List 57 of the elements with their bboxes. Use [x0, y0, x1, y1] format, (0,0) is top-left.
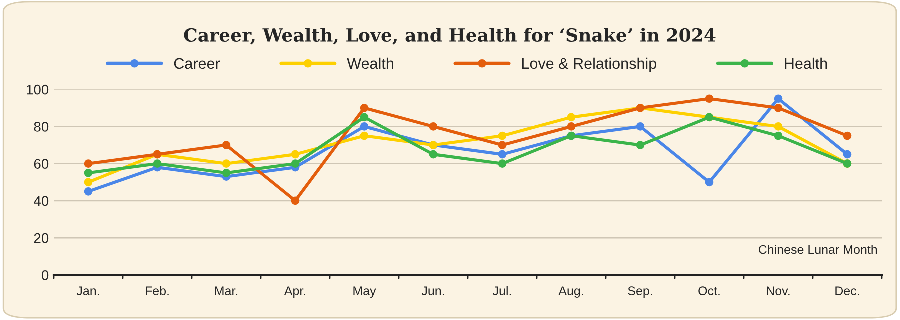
- y-tick-label: 40: [34, 196, 49, 206]
- point: [360, 104, 369, 112]
- x-tick-label: Sep.: [628, 286, 652, 298]
- x-tick-label: Dec.: [836, 286, 860, 296]
- point: [705, 94, 714, 104]
- x-tick-label: Feb.: [146, 286, 169, 296]
- point: [360, 122, 369, 131]
- point: [774, 132, 783, 140]
- legend-label: Career: [174, 58, 220, 70]
- x-tick-label: Jul.: [492, 286, 512, 296]
- point: [567, 122, 576, 131]
- point: [498, 132, 507, 140]
- x-axis-title: Chinese Lunar Month: [758, 244, 878, 254]
- point: [498, 141, 507, 150]
- legend-label: Health: [785, 58, 828, 70]
- point: [774, 122, 783, 131]
- point: [498, 150, 507, 159]
- point: [360, 113, 369, 122]
- point: [843, 132, 852, 140]
- point: [84, 168, 93, 178]
- y-tick-label: 80: [34, 122, 49, 132]
- point: [222, 168, 231, 178]
- point: [843, 150, 852, 159]
- point: [774, 94, 783, 104]
- y-tick-label: 60: [34, 159, 49, 170]
- point: [291, 150, 300, 159]
- y-tick-label: 0: [42, 270, 49, 280]
- point: [636, 122, 645, 131]
- legend-label: Wealth: [347, 58, 394, 70]
- legend-label: Love & Relationship: [522, 58, 656, 72]
- point: [222, 160, 231, 168]
- point: [429, 122, 438, 131]
- x-tick-label: Jun.: [422, 286, 444, 296]
- chart-title: Career, Wealth, Love, and Health for ‘Snake’ in 2024: [184, 28, 716, 45]
- point: [498, 160, 507, 168]
- point: [774, 104, 783, 112]
- x-tick-label: Nov.: [767, 286, 790, 296]
- point: [705, 178, 714, 187]
- point: [291, 196, 300, 206]
- point: [84, 160, 93, 168]
- point: [636, 141, 645, 150]
- x-tick-label: Jan.: [76, 286, 100, 296]
- y-tick-label: 20: [34, 233, 49, 244]
- point: [360, 132, 369, 140]
- point: [153, 160, 162, 168]
- x-tick-label: Oct.: [698, 286, 720, 296]
- point: [84, 188, 93, 196]
- point: [291, 160, 300, 168]
- point: [429, 150, 438, 159]
- x-tick-label: Apr.: [284, 286, 306, 298]
- point: [567, 113, 576, 122]
- point: [222, 141, 231, 150]
- y-tick-label: 100: [27, 84, 49, 95]
- point: [84, 178, 93, 187]
- x-tick-label: May: [354, 286, 376, 298]
- x-tick-label: Mar.: [215, 286, 238, 296]
- x-tick-label: Aug.: [558, 286, 584, 298]
